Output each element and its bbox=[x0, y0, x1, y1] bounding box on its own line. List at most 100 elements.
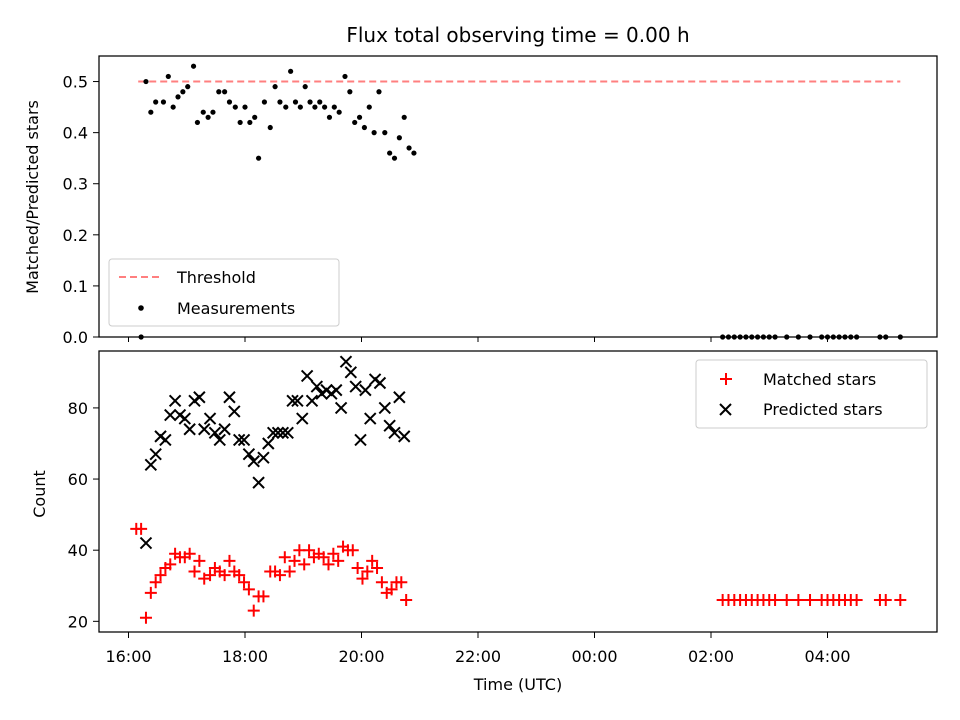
measurement-point bbox=[342, 73, 348, 80]
measurement-point bbox=[376, 89, 382, 95]
matched-point bbox=[238, 576, 251, 589]
predicted-point bbox=[266, 426, 280, 440]
matched-point bbox=[218, 569, 231, 582]
predicted-legend-label: Predicted stars bbox=[763, 400, 883, 419]
measurement-point bbox=[190, 63, 197, 69]
measurement-point bbox=[366, 104, 372, 110]
matched-point bbox=[769, 593, 782, 606]
measurement-point bbox=[160, 99, 167, 105]
measurements-legend-swatch bbox=[138, 305, 144, 311]
bottom-y-tick-label: 60 bbox=[68, 470, 88, 489]
measurement-point bbox=[288, 68, 294, 74]
predicted-point bbox=[373, 376, 387, 390]
predicted-legend-swatch bbox=[719, 403, 732, 416]
measurement-point bbox=[143, 78, 149, 85]
matched-point bbox=[894, 593, 907, 606]
top-axes-frame bbox=[98, 55, 938, 338]
measurement-point bbox=[194, 119, 201, 126]
x-tick-label: 18:00 bbox=[222, 647, 268, 666]
predicted-point bbox=[334, 401, 348, 415]
measurement-point bbox=[401, 114, 407, 120]
matched-point bbox=[247, 604, 260, 617]
matched-point bbox=[149, 576, 162, 589]
measurement-point bbox=[277, 99, 283, 105]
matched-point bbox=[298, 558, 311, 571]
bottom-y-axis-label: Count bbox=[30, 470, 49, 518]
chart-title: Flux total observing time = 0.00 h bbox=[346, 23, 689, 47]
bottom-axes-frame bbox=[98, 350, 938, 633]
predicted-point bbox=[310, 380, 324, 393]
measurement-point bbox=[237, 119, 243, 126]
matched-point bbox=[144, 586, 157, 599]
measurement-point bbox=[170, 104, 176, 110]
measurement-point bbox=[411, 150, 417, 156]
predicted-point bbox=[271, 426, 285, 440]
predicted-point bbox=[354, 433, 367, 447]
measurement-point bbox=[371, 130, 377, 136]
predicted-point bbox=[242, 447, 256, 461]
measurement-point bbox=[242, 104, 248, 110]
matched-point bbox=[356, 572, 369, 585]
matched-point bbox=[188, 565, 201, 578]
measurement-point bbox=[247, 119, 253, 126]
matched-point bbox=[385, 583, 398, 596]
measurement-point bbox=[222, 89, 228, 95]
predicted-point bbox=[296, 412, 309, 425]
measurement-point bbox=[317, 99, 323, 105]
top-legend: Threshold Measurements bbox=[108, 258, 340, 327]
measurement-point bbox=[165, 73, 171, 80]
measurement-point bbox=[180, 89, 186, 95]
x-tick-label: 16:00 bbox=[105, 647, 151, 666]
matched-point bbox=[804, 593, 817, 606]
predicted-point bbox=[364, 412, 377, 425]
measurement-point bbox=[361, 124, 368, 131]
measurement-point bbox=[406, 145, 412, 151]
predicted-point bbox=[149, 447, 162, 461]
predicted-point bbox=[252, 476, 265, 489]
measurement-point bbox=[255, 155, 262, 161]
predicted-point bbox=[305, 394, 319, 408]
bottom-legend-box bbox=[695, 359, 928, 429]
predicted-point bbox=[398, 430, 411, 443]
predicted-point bbox=[388, 426, 401, 440]
x-tick-label: 00:00 bbox=[571, 647, 617, 666]
star-count-panel: 20 40 60 80 16:00 18:00 20:00 22:00 00:00 02:00 0… bbox=[30, 350, 938, 694]
measurement-point bbox=[267, 124, 273, 131]
measurement-point bbox=[297, 104, 303, 110]
predicted-point bbox=[349, 380, 362, 393]
predicted-point bbox=[183, 423, 196, 436]
measurement-point bbox=[347, 89, 353, 95]
predicted-point bbox=[168, 394, 182, 408]
matched-point bbox=[303, 544, 316, 557]
x-tick-label: 22:00 bbox=[455, 647, 501, 666]
predicted-point bbox=[300, 369, 314, 383]
measurement-point bbox=[216, 89, 222, 95]
measurement-point bbox=[153, 99, 159, 105]
measurement-point bbox=[307, 99, 313, 105]
matched-point bbox=[183, 547, 196, 560]
matched-point bbox=[257, 590, 270, 603]
matched-point bbox=[273, 569, 286, 582]
matched-point bbox=[233, 569, 246, 582]
predicted-point bbox=[218, 423, 231, 436]
matched-point bbox=[780, 593, 793, 606]
predicted-point bbox=[339, 355, 353, 368]
predicted-point bbox=[262, 437, 275, 450]
matched-point bbox=[332, 554, 345, 567]
bottom-legend: Matched stars Predicted stars bbox=[695, 359, 928, 429]
predicted-point bbox=[237, 433, 251, 447]
matched-point bbox=[366, 554, 379, 567]
predicted-point bbox=[378, 401, 392, 415]
measurement-point bbox=[322, 104, 328, 110]
predicted-point bbox=[359, 383, 372, 397]
top-y-axis-label: Matched/Predicted stars bbox=[23, 100, 42, 294]
threshold-legend-label: Threshold bbox=[176, 268, 256, 287]
predicted-point bbox=[213, 433, 226, 447]
predicted-point bbox=[228, 405, 241, 418]
measurement-point bbox=[148, 109, 154, 115]
measurement-point bbox=[272, 84, 278, 90]
top-y-tick-label: 0.2 bbox=[63, 226, 88, 245]
x-tick-label: 04:00 bbox=[804, 647, 850, 666]
predicted-point bbox=[164, 408, 177, 422]
measurement-point bbox=[387, 150, 393, 156]
